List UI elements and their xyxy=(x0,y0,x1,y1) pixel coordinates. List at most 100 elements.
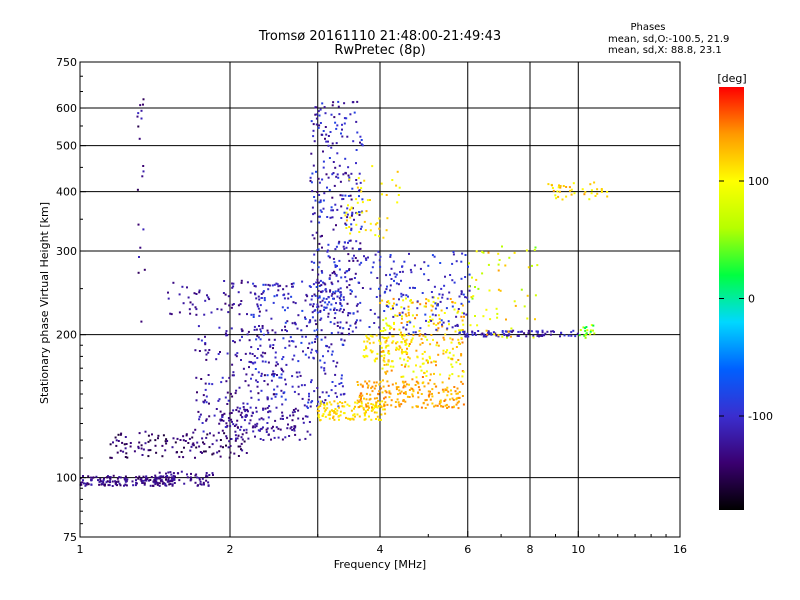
data-point xyxy=(333,307,336,310)
data-point xyxy=(501,245,503,248)
data-point xyxy=(330,353,333,356)
data-point xyxy=(255,338,258,341)
data-point xyxy=(400,335,403,338)
data-point xyxy=(189,312,192,315)
data-point xyxy=(360,139,363,141)
data-point xyxy=(345,227,348,229)
data-point xyxy=(372,261,375,264)
data-point xyxy=(536,330,539,333)
data-point xyxy=(237,445,240,448)
data-point xyxy=(166,475,168,477)
data-point xyxy=(371,385,374,388)
data-point xyxy=(107,484,110,487)
data-point xyxy=(281,306,284,309)
data-point xyxy=(312,123,315,126)
data-point xyxy=(266,329,269,332)
data-point xyxy=(375,381,378,384)
data-point xyxy=(313,261,316,264)
data-point xyxy=(406,359,409,362)
data-point xyxy=(430,291,433,293)
data-point xyxy=(414,331,417,334)
data-point xyxy=(124,436,127,438)
data-point xyxy=(474,315,476,317)
data-point xyxy=(447,320,450,323)
data-point xyxy=(510,327,513,330)
data-point xyxy=(142,103,144,106)
data-point xyxy=(406,323,409,326)
data-point xyxy=(326,402,328,405)
data-point xyxy=(170,476,173,479)
data-point xyxy=(196,391,198,394)
data-point xyxy=(283,391,286,394)
data-point xyxy=(404,391,407,393)
data-point xyxy=(137,271,140,274)
data-point xyxy=(243,440,246,443)
data-point xyxy=(219,351,221,353)
data-point xyxy=(304,335,307,338)
data-point xyxy=(239,303,242,306)
data-point xyxy=(139,104,142,107)
data-point xyxy=(319,235,322,238)
data-point xyxy=(327,350,330,353)
data-point xyxy=(361,211,364,214)
data-point xyxy=(270,438,272,441)
data-point xyxy=(437,314,440,317)
data-point xyxy=(487,332,489,335)
data-point xyxy=(399,271,402,273)
data-point xyxy=(226,352,229,355)
data-point xyxy=(342,245,345,248)
data-point xyxy=(429,398,432,401)
data-point xyxy=(297,393,300,396)
data-point xyxy=(393,328,396,331)
data-point xyxy=(262,439,265,441)
data-point xyxy=(363,397,365,400)
data-point xyxy=(387,360,390,363)
data-point xyxy=(155,451,158,454)
x-tick-label: 6 xyxy=(464,543,471,556)
data-point xyxy=(352,414,355,417)
data-point xyxy=(120,432,123,435)
data-point xyxy=(407,365,410,368)
data-point xyxy=(152,480,155,483)
data-point xyxy=(294,426,297,429)
data-point xyxy=(158,471,161,474)
data-point xyxy=(476,324,479,327)
data-point xyxy=(439,300,442,303)
data-point xyxy=(350,198,353,201)
data-point xyxy=(431,254,434,257)
data-point xyxy=(309,433,312,436)
data-point xyxy=(123,484,125,487)
data-point xyxy=(260,372,263,375)
data-point xyxy=(264,360,267,363)
data-point xyxy=(273,374,275,377)
data-point xyxy=(286,416,289,419)
data-point xyxy=(279,417,282,420)
data-point xyxy=(268,410,271,413)
data-point xyxy=(415,380,418,383)
data-point xyxy=(376,406,379,409)
data-point xyxy=(310,401,313,404)
data-point xyxy=(250,346,253,349)
data-point xyxy=(221,429,224,432)
data-point xyxy=(348,417,351,420)
data-point xyxy=(254,368,257,370)
data-point xyxy=(147,449,150,452)
data-point xyxy=(280,395,283,398)
data-point xyxy=(585,332,588,335)
data-point xyxy=(397,401,400,404)
data-point xyxy=(360,261,363,264)
data-point xyxy=(427,390,430,393)
data-point xyxy=(222,446,224,449)
data-point xyxy=(240,281,243,284)
data-point xyxy=(109,480,111,483)
data-point xyxy=(497,269,500,272)
data-point xyxy=(242,406,245,408)
data-point xyxy=(554,194,557,197)
data-point xyxy=(327,413,330,416)
data-point xyxy=(356,100,359,103)
data-point xyxy=(80,483,83,486)
data-point xyxy=(334,373,337,376)
data-point xyxy=(365,347,368,350)
data-point xyxy=(82,475,84,477)
